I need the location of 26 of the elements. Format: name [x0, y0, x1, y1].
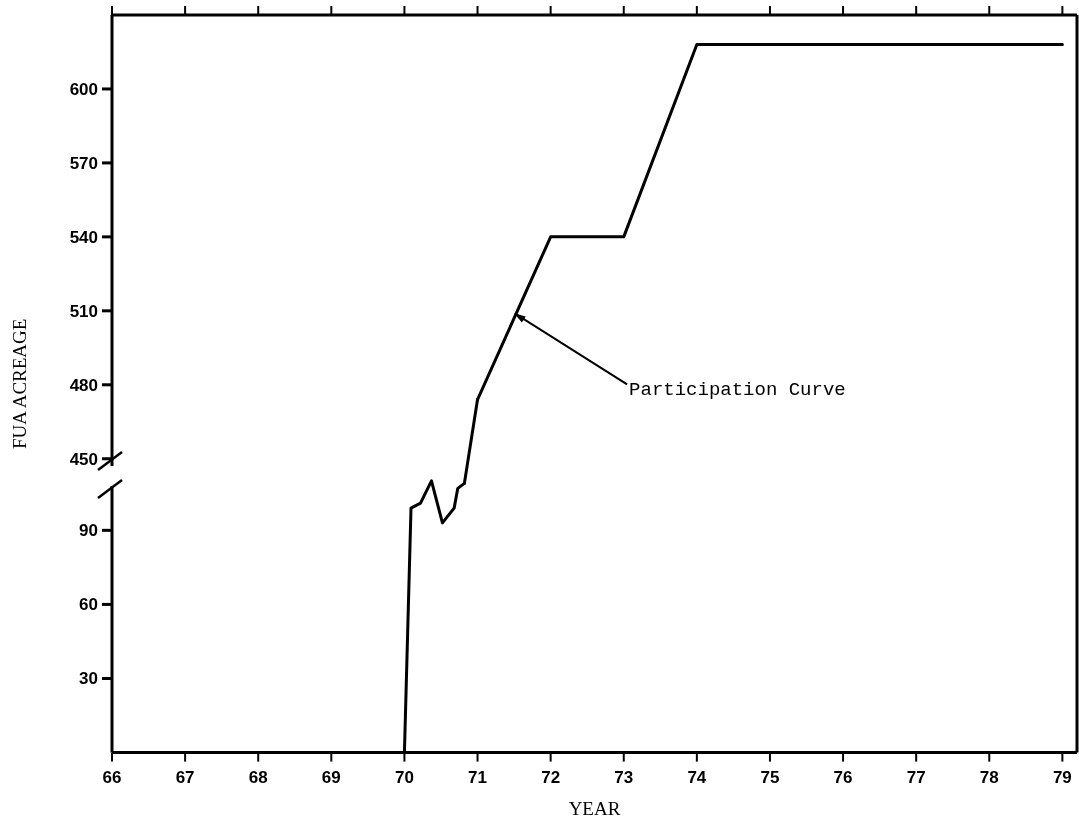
x-axis-title: YEAR: [568, 797, 621, 819]
y-tick-label: 450: [69, 449, 98, 469]
x-tick-label: 73: [614, 767, 634, 787]
y-axis-title: FUA ACREAGE: [9, 318, 30, 449]
y-tick-label: 60: [79, 595, 98, 615]
x-tick-label: 68: [248, 767, 268, 787]
x-tick-label: 70: [394, 767, 414, 787]
x-tick-label: 71: [468, 767, 487, 787]
x-tick-label: 69: [321, 767, 341, 787]
y-tick-label: 90: [79, 521, 98, 541]
annotation: Participation Curve: [629, 378, 846, 401]
y-tick-label: 540: [69, 227, 98, 247]
y-tick-label: 510: [69, 301, 98, 321]
x-tick-label: 79: [1052, 767, 1072, 787]
y-tick-label: 570: [69, 153, 98, 173]
x-tick-label: 75: [760, 767, 780, 787]
x-tick-label: 77: [906, 767, 926, 787]
x-tick-label: 74: [687, 767, 707, 787]
x-tick-label: 76: [833, 767, 853, 787]
y-tick-label: 480: [69, 375, 98, 395]
x-tick-label: 72: [541, 767, 561, 787]
x-tick-label: 78: [979, 767, 999, 787]
x-tick-label: 66: [102, 767, 122, 787]
y-tick-label: 30: [79, 669, 98, 689]
y-tick-label: 600: [69, 79, 98, 99]
x-tick-label: 67: [175, 767, 195, 787]
